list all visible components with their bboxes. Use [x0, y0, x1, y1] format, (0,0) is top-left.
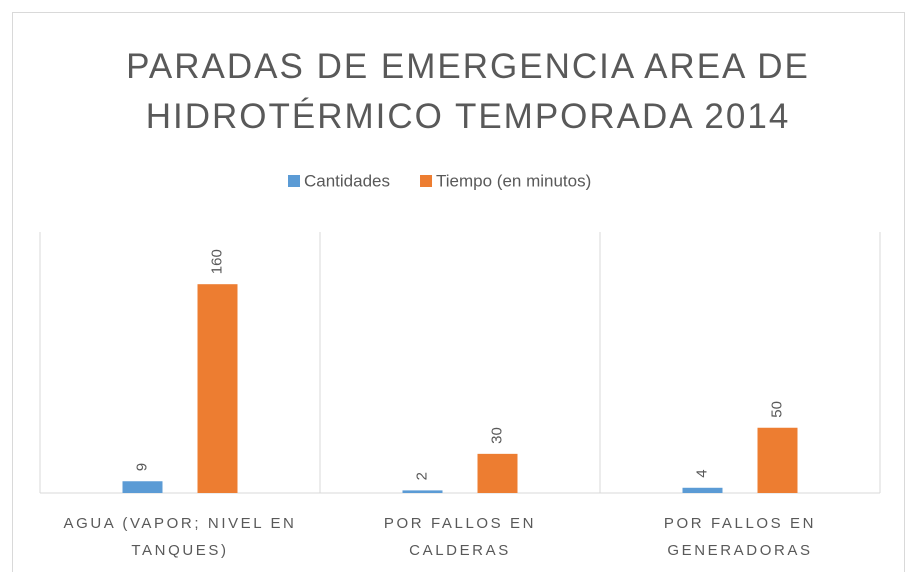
- data-label: 30: [488, 427, 505, 444]
- data-label: 50: [768, 401, 785, 418]
- legend-swatch: [288, 175, 300, 187]
- legend-swatch: [420, 175, 433, 187]
- data-label: 9: [133, 463, 150, 471]
- bar: [757, 427, 798, 493]
- chart-title: PARADAS DE EMERGENCIA AREA DE HIDROTÉRMI…: [126, 47, 810, 136]
- bar: [477, 453, 518, 493]
- x-tick-label: AGUA (VAPOR; NIVEL EN TANQUES): [63, 515, 297, 559]
- data-label: 2: [413, 472, 430, 480]
- data-label: 4: [693, 469, 710, 477]
- legend-label: Cantidades: [304, 171, 390, 190]
- data-label: 160: [208, 249, 225, 274]
- bar: [682, 487, 723, 493]
- x-tick-label: POR FALLOS EN GENERADORAS: [663, 515, 817, 559]
- bar: [122, 481, 163, 493]
- bar: [402, 490, 443, 493]
- legend-label: Tiempo (en minutos): [436, 171, 591, 190]
- chart-frame: [12, 12, 905, 572]
- bar: [197, 284, 238, 493]
- x-tick-label: POR FALLOS EN CALDERAS: [383, 515, 537, 559]
